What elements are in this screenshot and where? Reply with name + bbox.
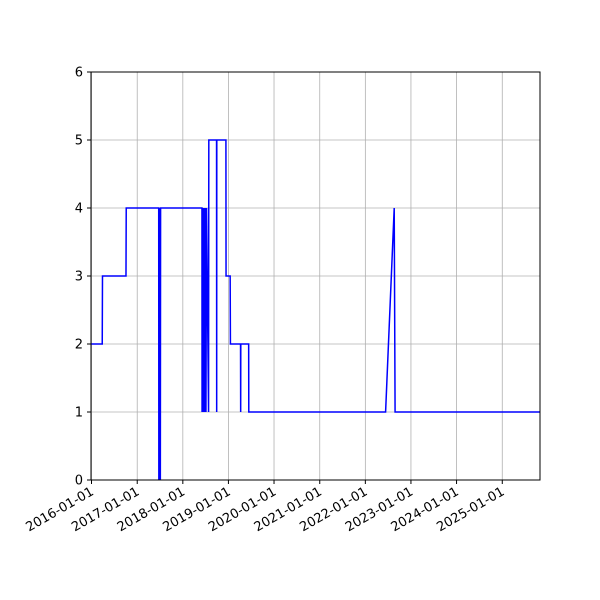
- y-tick-label: 5: [75, 134, 83, 149]
- y-tick-label: 3: [75, 270, 83, 285]
- y-tick-label: 2: [75, 338, 83, 353]
- ticks: 2016-01-012017-01-012018-01-012019-01-01…: [24, 66, 508, 536]
- y-tick-label: 4: [75, 202, 83, 217]
- y-tick-label: 0: [75, 474, 83, 489]
- series-line: [91, 139, 540, 481]
- y-tick-label: 6: [75, 66, 83, 81]
- y-tick-label: 1: [75, 406, 83, 421]
